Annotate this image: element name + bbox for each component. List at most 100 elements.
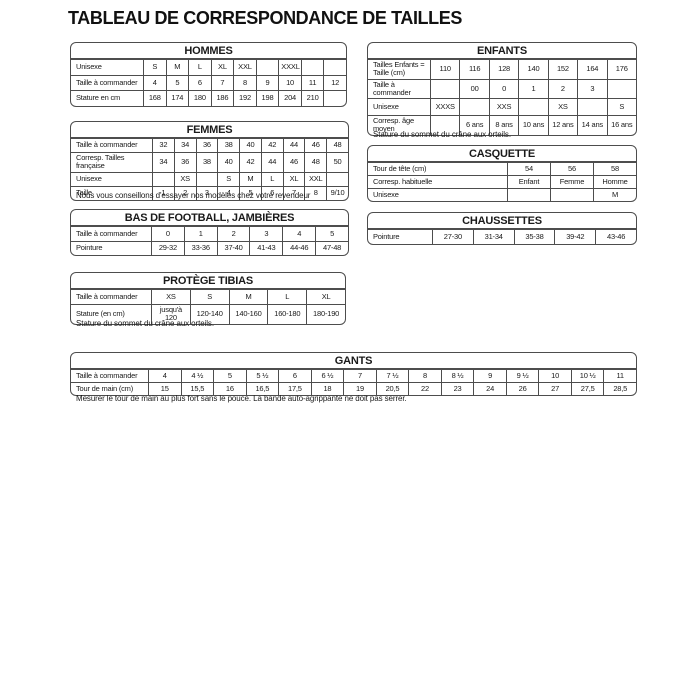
table-cell: 27,5 xyxy=(570,382,605,395)
table-femmes: FEMMES Taille à commander 32 34 36 38 40 42 44 4… xyxy=(70,121,349,201)
table-title: PROTÈGE TIBIAS xyxy=(71,273,345,289)
row-label: Taille à commander xyxy=(71,138,153,153)
size-table: Taille à commander 0 1 2 3 4 5 Pointure 29-32 33-… xyxy=(71,226,348,255)
table-cell: M xyxy=(228,289,269,305)
size-table: Unisexe S M L XL XXL XXXL Taille à commander 4 5 6… xyxy=(71,59,346,106)
table-cell: 56 xyxy=(550,162,594,176)
size-table: Tailles Enfants = Taille (cm) 110 116 128 14… xyxy=(368,59,636,135)
table-cell: 1 xyxy=(152,185,175,200)
table-cell: 4 xyxy=(282,226,317,242)
table-cell: 54 xyxy=(507,162,551,176)
table-cell: 6 xyxy=(278,369,312,383)
table-cell: XXS xyxy=(488,98,520,116)
row-label: Corresp. Tailles française xyxy=(71,152,153,173)
table-cell: 35-38 xyxy=(513,229,556,244)
table-cell: 44 xyxy=(282,138,306,153)
table-cell: 12 ans xyxy=(547,115,579,135)
table-cell: 39-42 xyxy=(554,229,597,244)
table-row: Taille à commander 4 5 6 7 8 9 10 11 12 xyxy=(71,74,346,91)
table-cell: 41-43 xyxy=(249,240,284,255)
table-row: Tailles Enfants = Taille (cm) 110 116 128 14… xyxy=(368,59,636,80)
table-row: Taille à commander XS S M L XL xyxy=(71,289,345,305)
table-cell: 24 xyxy=(473,382,507,395)
row-label: Taille à commander xyxy=(71,289,152,305)
row-label: Taille à commander xyxy=(368,78,431,99)
table-cell: 164 xyxy=(577,59,608,80)
table-cell: 7 ½ xyxy=(375,369,410,383)
table-cell: 180 xyxy=(188,90,212,106)
table-row: Pointure 29-32 33-36 37-40 41-43 44-46 47-48 xyxy=(71,240,348,255)
row-label: Unisexe xyxy=(71,171,153,187)
row-label: Pointure xyxy=(368,229,433,244)
table-cell xyxy=(300,59,325,76)
table-hommes: HOMMES Unisexe S M L XL XXL XXXL Taille à comma… xyxy=(70,42,347,107)
table-cell: 26 xyxy=(505,382,540,395)
table-cell: 2 xyxy=(216,226,251,242)
table-cell: 20,5 xyxy=(375,382,410,395)
table-cell: 15,5 xyxy=(180,382,215,395)
table-cell: 11 xyxy=(603,369,636,383)
table-cell: L xyxy=(267,289,308,305)
table-title: GANTS xyxy=(71,353,636,369)
table-row: Stature (en cm) jusqu'à 120 120-140 140-160… xyxy=(71,304,345,324)
table-cell: 1 xyxy=(518,78,549,99)
table-cell: XS xyxy=(151,289,191,305)
table-cell: 12 xyxy=(323,74,346,91)
page-title: TABLEAU DE CORRESPONDANCE DE TAILLES xyxy=(68,8,462,28)
table-chaussettes: CHAUSSETTES Pointure 27-30 31-34 35-38 39-42… xyxy=(367,212,637,245)
table-cell: 28,5 xyxy=(603,382,636,395)
table-cell: 9 xyxy=(473,369,507,383)
table-cell: 34 xyxy=(173,138,197,153)
table-cell: 4 xyxy=(148,369,182,383)
table-cell: 6 xyxy=(188,74,212,91)
table-cell: 34 xyxy=(152,152,175,173)
size-table: Tour de tête (cm) 54 56 58 Corresp. habituel… xyxy=(368,162,636,201)
table-cell: XL xyxy=(306,289,345,305)
row-label: Tailles Enfants = Taille (cm) xyxy=(368,59,431,80)
table-cell xyxy=(323,90,346,106)
table-cell xyxy=(429,78,461,99)
row-label: Pointure xyxy=(71,240,152,255)
table-row: Tour de main (cm) 15 15,5 16 16,5 17,5 18 19 20,… xyxy=(71,382,636,395)
table-cell xyxy=(195,171,219,187)
table-cell: 116 xyxy=(459,59,490,80)
table-cell: 22 xyxy=(408,382,442,395)
table-cell: 192 xyxy=(233,90,257,106)
table-row: Unisexe M xyxy=(368,188,636,201)
table-row: Tour de tête (cm) 54 56 58 xyxy=(368,162,636,176)
table-cell xyxy=(326,171,348,187)
table-row: Unisexe S M L XL XXL XXXL xyxy=(71,59,346,76)
table-cell: M xyxy=(239,171,262,187)
table-row: Taille à commander 00 0 1 2 3 xyxy=(368,78,636,99)
table-title: ENFANTS xyxy=(368,43,636,59)
table-row: Corresp. âge moyen 6 ans 8 ans 10 ans 12 ans… xyxy=(368,115,636,135)
note-enfants: Stature du sommet du crâne aux orteils. xyxy=(373,130,511,139)
table-cell: 5 xyxy=(165,74,190,91)
table-cell: 10 xyxy=(278,74,302,91)
table-cell xyxy=(152,171,175,187)
table-cell xyxy=(577,98,608,116)
table-cell: 36 xyxy=(173,152,197,173)
table-row: Unisexe XS S M L XL XXL xyxy=(71,171,348,187)
row-label: Tour de tête (cm) xyxy=(368,162,508,176)
row-label: Tour de main (cm) xyxy=(71,382,149,395)
table-cell: 7 xyxy=(210,74,235,91)
table-cell: 27-30 xyxy=(432,229,474,244)
table-row: Pointure 27-30 31-34 35-38 39-42 43-46 xyxy=(368,229,636,244)
row-label: Unisexe xyxy=(71,59,144,76)
table-cell: 152 xyxy=(547,59,579,80)
table-cell: M xyxy=(165,59,190,76)
table-cell: 204 xyxy=(278,90,302,106)
table-cell: 168 xyxy=(143,90,167,106)
table-row: Stature en cm 168 174 180 186 192 198 204 210 xyxy=(71,90,346,106)
table-cell: Femme xyxy=(550,175,594,189)
table-cell: 110 xyxy=(429,59,461,80)
table-cell: 9 ½ xyxy=(505,369,540,383)
table-cell: 4 xyxy=(143,74,167,91)
table-cell: 31-34 xyxy=(472,229,515,244)
table-cell: M xyxy=(593,188,636,201)
table-cell: XXL xyxy=(304,171,328,187)
table-cell: 5 xyxy=(213,369,247,383)
table-cell: 4 ½ xyxy=(180,369,215,383)
